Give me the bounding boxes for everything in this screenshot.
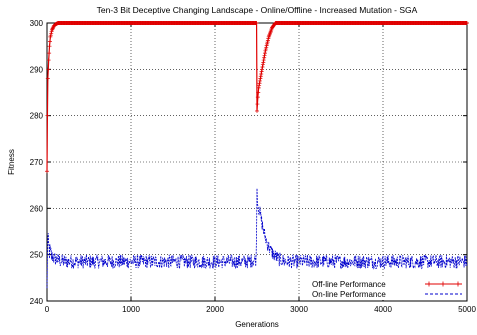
marker-offline <box>256 90 261 95</box>
legend-marker-offline <box>440 281 446 287</box>
marker-offline <box>45 76 50 81</box>
y-tick-label: 280 <box>30 112 44 121</box>
marker-offline <box>49 29 54 34</box>
marker-offline <box>262 53 267 58</box>
marker-offline <box>262 51 267 56</box>
marker-offline <box>264 45 269 50</box>
x-tick-label: 3000 <box>290 305 308 314</box>
y-tick-label: 290 <box>30 65 44 74</box>
legend-markers-offline <box>426 281 461 287</box>
y-tick-label: 250 <box>30 251 44 260</box>
legend-marker-offline <box>455 281 461 287</box>
marker-offline <box>48 34 53 39</box>
marker-offline <box>265 38 270 43</box>
marker-offline <box>47 44 52 49</box>
series-group <box>45 21 469 289</box>
marker-offline <box>46 58 51 63</box>
y-axis-label: Fitness <box>7 149 16 175</box>
marker-offline <box>255 95 260 100</box>
x-tick-label: 5000 <box>458 305 476 314</box>
marker-offline <box>47 51 52 56</box>
legend-label-offline: Off-line Performance <box>312 280 386 289</box>
marker-offline <box>263 47 268 52</box>
marker-offline <box>255 102 260 107</box>
marker-offline <box>50 27 55 32</box>
legend-label-online: On-line Performance <box>312 290 386 299</box>
legend: Off-line Performance On-line Performance <box>305 278 466 300</box>
marker-offline <box>264 43 269 48</box>
x-tick-label: 4000 <box>374 305 392 314</box>
x-tick-label: 1000 <box>122 305 140 314</box>
marker-offline <box>258 74 263 79</box>
marker-offline <box>257 83 262 88</box>
y-tick-label: 270 <box>30 158 44 167</box>
marker-offline <box>265 40 270 45</box>
marker-offline <box>263 48 268 53</box>
marker-offline <box>266 36 271 41</box>
marker-offline <box>257 81 262 86</box>
marker-offline <box>257 78 262 83</box>
legend-marker-offline <box>426 281 432 287</box>
marker-offline <box>255 109 259 114</box>
marker-offline <box>254 21 259 25</box>
x-tick-label: 2000 <box>206 305 224 314</box>
marker-offline <box>45 113 50 118</box>
x-axis-label: Generations <box>235 320 279 329</box>
marker-offline <box>260 65 265 70</box>
marker-offline <box>50 26 55 31</box>
markers-offline <box>45 21 469 174</box>
marker-offline <box>465 21 469 25</box>
marker-offline <box>46 67 51 72</box>
marker-offline <box>45 169 49 174</box>
chart-title: Ten-3 Bit Deceptive Changing Landscape -… <box>97 5 418 15</box>
series-line-online <box>46 188 468 289</box>
marker-offline <box>256 85 261 90</box>
marker-offline <box>265 41 270 46</box>
marker-offline <box>47 39 52 44</box>
axis-ticks: 0 1000 2000 3000 4000 5000 240 250 260 270 280 290 3… <box>30 19 477 314</box>
marker-offline <box>260 67 265 72</box>
marker-offline <box>258 76 263 81</box>
marker-offline <box>261 58 266 63</box>
marker-offline <box>260 62 265 67</box>
marker-offline <box>261 60 266 65</box>
y-tick-label: 300 <box>30 19 44 28</box>
marker-offline <box>259 71 264 76</box>
marker-offline <box>262 55 267 60</box>
marker-offline <box>49 31 54 36</box>
marker-offline <box>48 33 53 38</box>
x-tick-label: 0 <box>45 305 50 314</box>
marker-offline <box>259 69 264 74</box>
marker-offline <box>50 27 55 32</box>
y-tick-label: 260 <box>30 204 44 213</box>
y-tick-label: 240 <box>30 297 44 306</box>
